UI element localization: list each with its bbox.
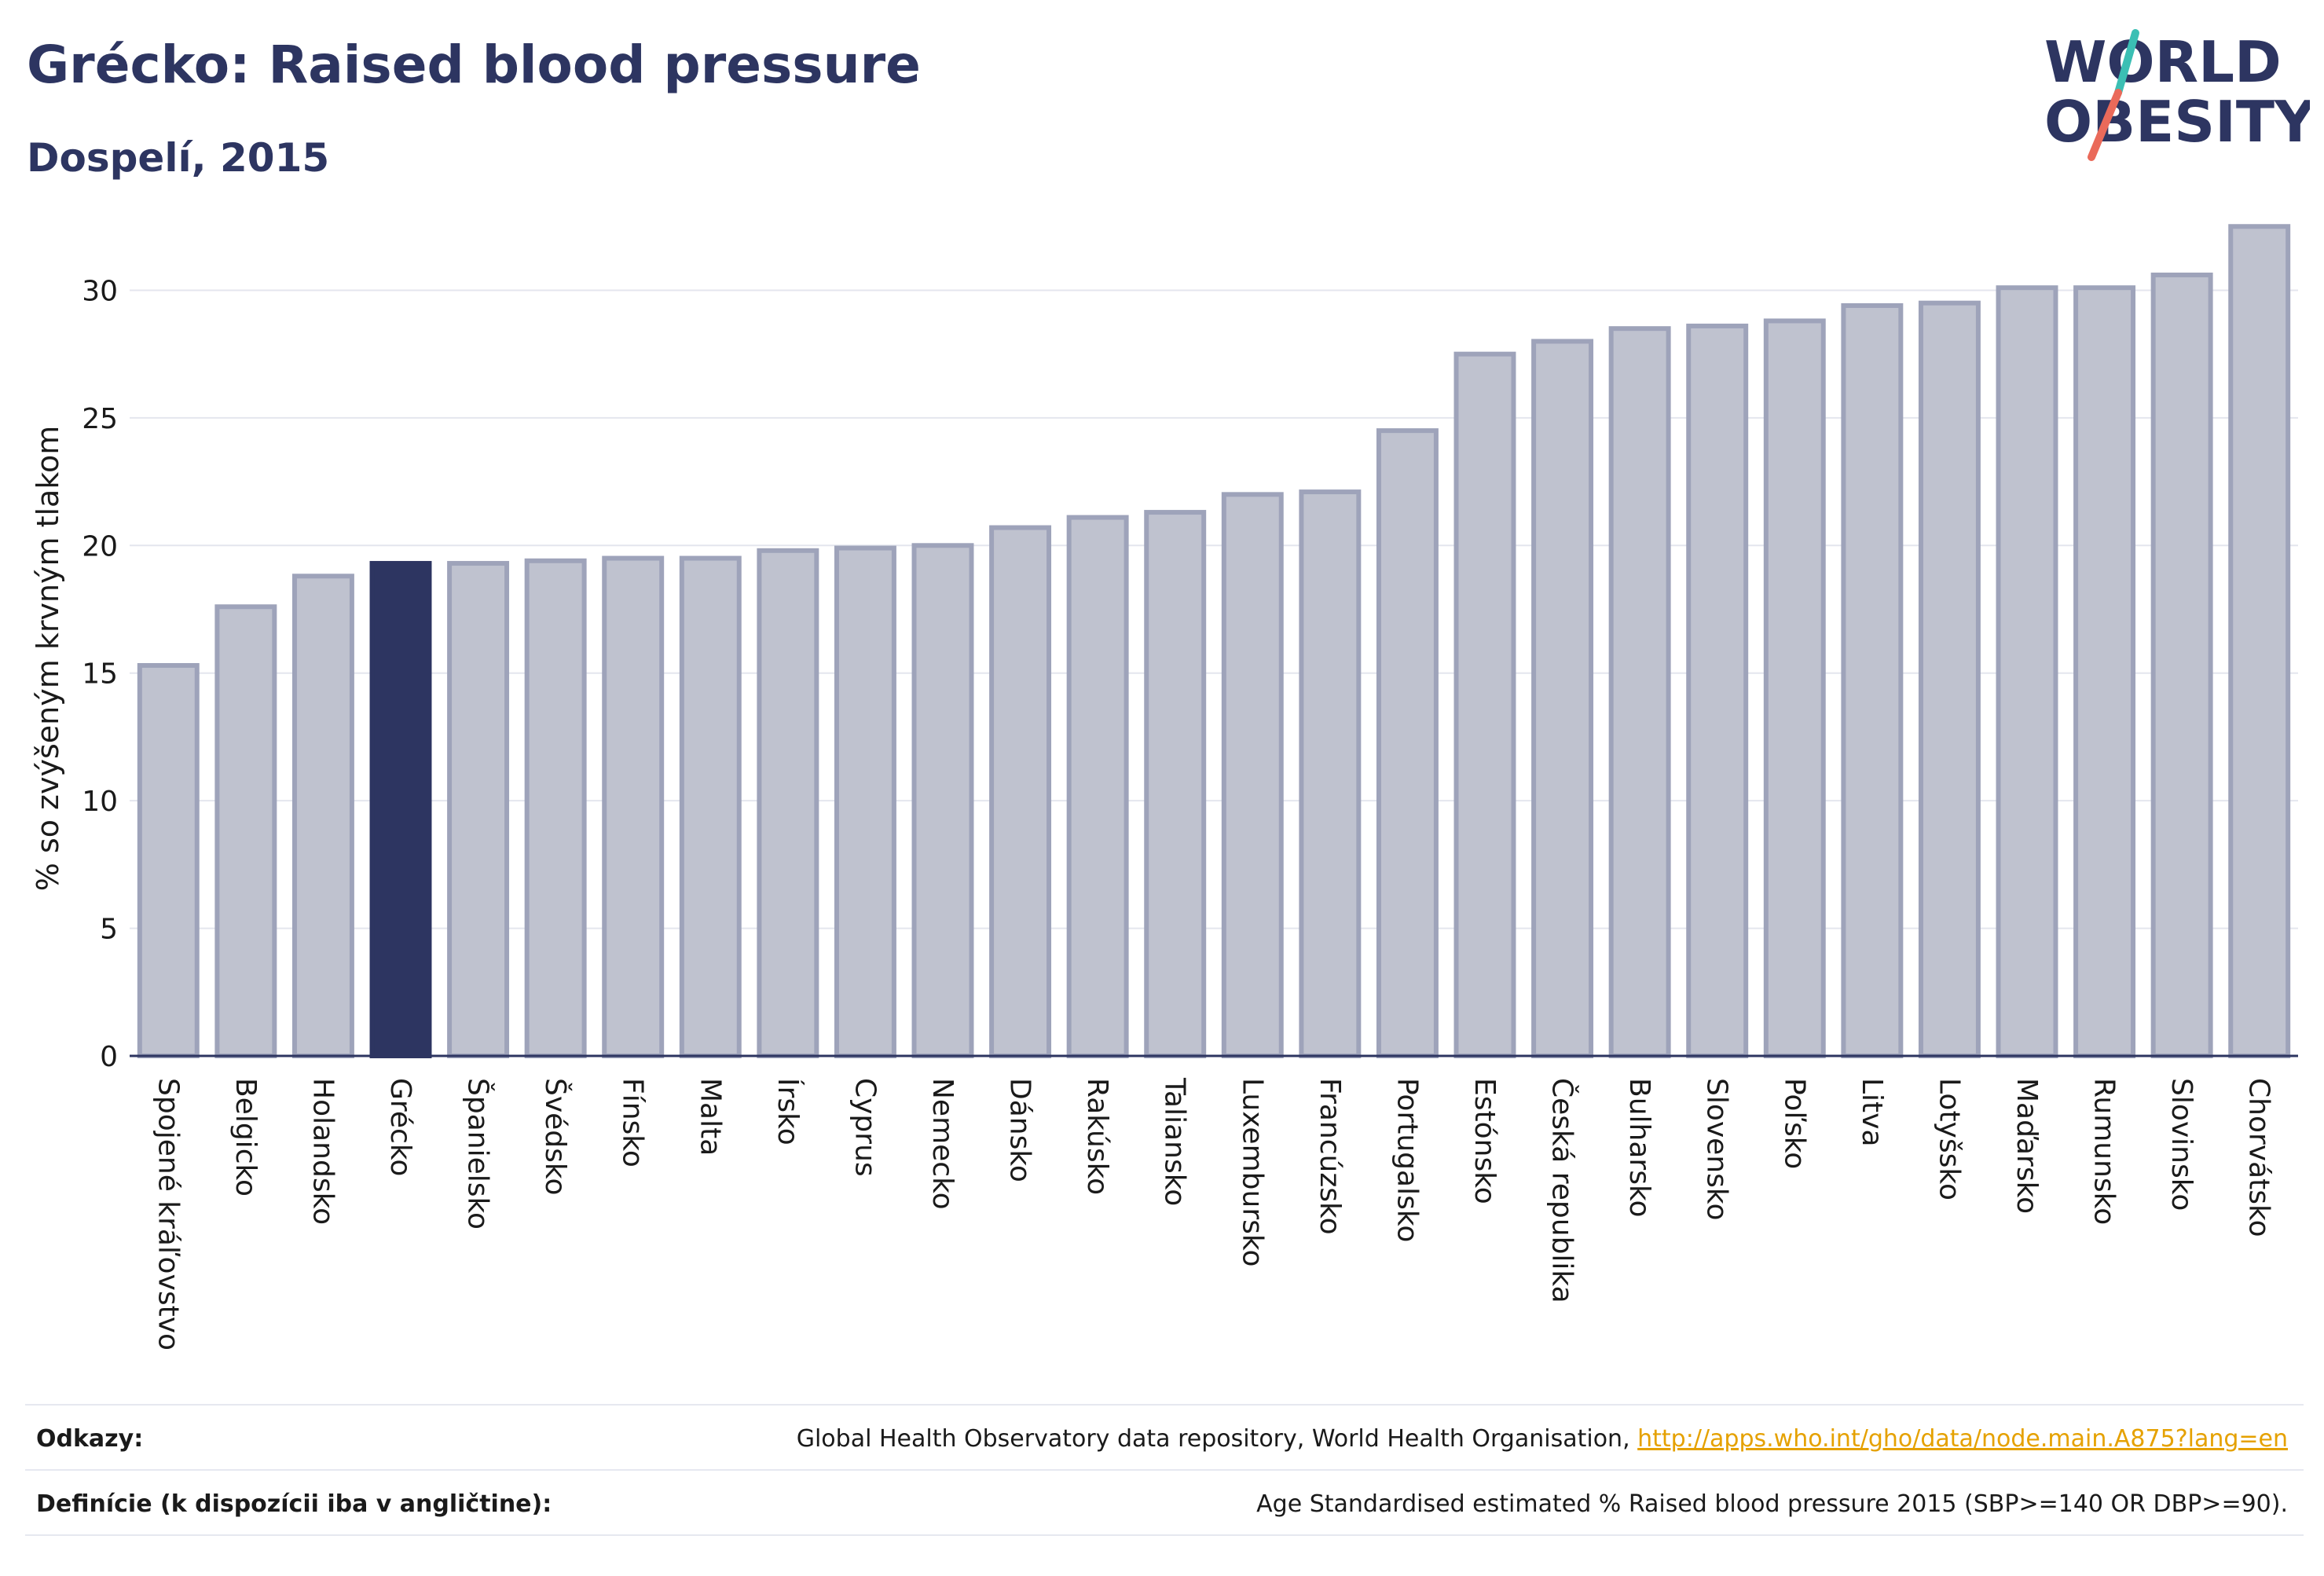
footer-divider-bottom	[25, 1534, 2304, 1536]
x-tick-label: Česká republika	[1546, 1078, 1579, 1303]
bar	[2150, 272, 2213, 1058]
bar	[1918, 300, 1981, 1058]
bar	[524, 558, 587, 1058]
logo-slash-coral	[2088, 89, 2122, 161]
bar	[1066, 515, 1129, 1058]
x-tick-label: Dánsko	[1004, 1078, 1036, 1182]
sources-link[interactable]: http://apps.who.int/gho/data/node.main.A…	[1637, 1425, 2288, 1453]
x-tick-label: Chorvátsko	[2243, 1078, 2275, 1237]
bar	[679, 555, 742, 1058]
bar	[1996, 285, 2058, 1058]
y-tick-labels: 0 5 10 15 20 25 30	[82, 275, 118, 1073]
x-tick-label: Belgicko	[229, 1078, 262, 1197]
bar	[447, 561, 510, 1058]
logo-line1: WORLD	[2044, 29, 2282, 95]
x-tick-label: Švédsko	[539, 1078, 572, 1196]
bar	[214, 604, 277, 1058]
bar-chart: 0 5 10 15 20 25 30 Spojené kráľovstvo Belgicko H…	[31, 224, 2298, 1351]
definitions-value: Age Standardised estimated % Raised bloo…	[1256, 1490, 2288, 1518]
footer-divider-middle	[25, 1469, 2304, 1471]
x-tick-label: Bulharsko	[1623, 1078, 1655, 1218]
page-title: Grécko: Raised blood pressure	[27, 35, 921, 95]
y-tick-label: 0	[100, 1041, 118, 1073]
x-tick-label: Spojené kráľovstvo	[152, 1078, 184, 1351]
x-tick-label: Holandsko	[306, 1078, 339, 1225]
x-tick-label: Estónsko	[1468, 1078, 1501, 1204]
x-tick-labels: Spojené kráľovstvo Belgicko Holandsko Gréck…	[152, 1077, 2275, 1351]
logo-slash-teal	[2114, 29, 2139, 97]
x-tick-label: Litva	[1856, 1078, 1888, 1147]
x-tick-label: Slovinsko	[2165, 1078, 2198, 1211]
bars	[137, 224, 2291, 1059]
x-tick-label: Lotyšsko	[1933, 1078, 1965, 1200]
x-tick-label: Grécko	[384, 1078, 416, 1176]
world-obesity-logo: WORLD OBESITY	[2044, 29, 2310, 161]
bar-highlighted	[369, 561, 432, 1058]
bar	[834, 545, 896, 1058]
x-tick-label: Rumunsko	[2088, 1078, 2121, 1225]
y-tick-label: 20	[82, 530, 118, 563]
bar	[291, 574, 354, 1058]
bar	[1763, 318, 1826, 1059]
bar	[1841, 302, 1904, 1059]
x-tick-label: Luxembursko	[1236, 1078, 1268, 1266]
bar	[1531, 339, 1594, 1058]
y-tick-label: 10	[82, 786, 118, 818]
x-tick-label: Maďarsko	[2011, 1078, 2043, 1214]
sources-label: Odkazy:	[36, 1425, 144, 1453]
bar	[1221, 492, 1284, 1058]
x-tick-label: Fínsko	[617, 1078, 649, 1167]
bar	[911, 543, 974, 1058]
x-tick-label: Írsko	[772, 1078, 805, 1145]
x-tick-label: Taliansko	[1159, 1077, 1191, 1206]
sources-value: Global Health Observatory data repositor…	[797, 1425, 2288, 1453]
x-tick-label: Cyprus	[849, 1078, 881, 1177]
x-tick-label: Nemecko	[926, 1078, 959, 1210]
logo-line2: OBESITY	[2044, 89, 2310, 155]
y-tick-label: 5	[100, 914, 118, 946]
bar	[1608, 326, 1671, 1058]
x-tick-label: Španielsko	[462, 1078, 495, 1230]
x-tick-label: Rakúsko	[1081, 1078, 1113, 1195]
x-tick-label: Malta	[694, 1078, 726, 1156]
bar	[1686, 323, 1749, 1058]
bar	[1144, 510, 1207, 1058]
definitions-label: Definície (k dispozícii iba v angličtine…	[36, 1490, 552, 1518]
x-tick-label: Slovensko	[1701, 1078, 1733, 1221]
x-tick-label: Poľsko	[1778, 1078, 1810, 1169]
bar	[2228, 224, 2291, 1058]
bar	[1299, 489, 1362, 1058]
bar	[2073, 285, 2136, 1058]
bar	[757, 548, 819, 1058]
x-tick-label: Francúzsko	[1314, 1078, 1346, 1235]
x-tick-label: Portugalsko	[1391, 1078, 1423, 1242]
footer-divider-top	[25, 1404, 2304, 1406]
y-axis-label: % so zvýšeným krvným tlakom	[31, 426, 65, 892]
y-tick-label: 25	[82, 403, 118, 435]
bar	[137, 662, 200, 1058]
bar	[1453, 351, 1516, 1058]
y-tick-label: 15	[82, 658, 118, 691]
y-tick-label: 30	[82, 275, 118, 307]
sources-text: Global Health Observatory data repositor…	[796, 1425, 1638, 1453]
bar	[989, 525, 1052, 1058]
page-subtitle: Dospelí, 2015	[27, 135, 330, 181]
bar	[602, 555, 665, 1058]
bar	[1376, 428, 1439, 1058]
